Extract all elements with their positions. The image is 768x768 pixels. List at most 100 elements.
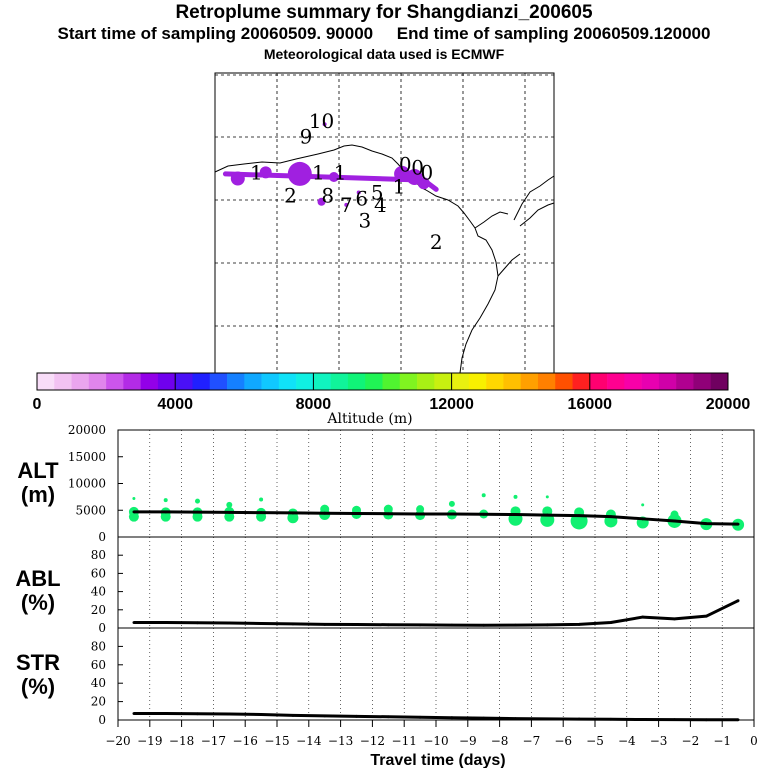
time-series-panels: 05000100001500020000ALT(m)020406080ABL(%… <box>15 423 755 727</box>
str-series-point <box>227 712 231 716</box>
abl-series-point <box>704 614 708 618</box>
colorbar-cell <box>658 373 677 390</box>
alt-label: ALT <box>17 458 59 483</box>
abl-ytick-label: 40 <box>91 585 106 599</box>
abl-ytick-label: 20 <box>91 603 106 617</box>
x-tick-label: −15 <box>264 734 289 748</box>
str-ytick-label: 40 <box>91 676 106 690</box>
abl-frame <box>117 536 755 629</box>
str-series-point <box>355 714 358 718</box>
colorbar-cell <box>676 373 694 390</box>
colorbar-cell <box>451 373 470 390</box>
abl-series-point <box>386 623 390 627</box>
alt-ytick-label: 15000 <box>68 450 106 464</box>
abl-series-point <box>291 622 295 626</box>
str-unit: (%) <box>21 674 55 699</box>
x-tick-label: −4 <box>618 734 636 748</box>
alt-series-point <box>291 511 295 515</box>
alt-series-point <box>132 510 136 514</box>
alt-series-point <box>355 512 358 515</box>
str-series-point <box>291 714 295 717</box>
abl-series-point <box>450 623 454 627</box>
x-axis: −20 −19 −18 −17 −16 −15 −14 −13 −12 −11 −10 −9 −8 −7−… <box>105 720 758 748</box>
str-series-point <box>418 715 422 719</box>
alt-cluster-point <box>287 512 299 524</box>
alt-cluster-point <box>128 511 139 522</box>
colorbar-cell <box>486 373 504 390</box>
colorbar-tick-label: 0 <box>33 396 42 413</box>
colorbar-frame <box>36 372 729 391</box>
colorbar-tick-label: 20000 <box>706 396 751 413</box>
colorbar-cell <box>624 373 642 390</box>
colorbar-cell <box>88 373 107 390</box>
abl-series-point <box>736 599 740 603</box>
plume-marker <box>287 161 312 186</box>
plume-marker <box>394 165 411 182</box>
alt-cluster-point <box>163 498 168 503</box>
str-series-point <box>736 718 740 722</box>
plume-marker <box>230 171 245 186</box>
colorbar-cell <box>296 373 314 390</box>
x-tick-label: −7 <box>523 734 541 748</box>
map-day-label: 0 <box>411 156 424 180</box>
str-series-point <box>259 713 263 716</box>
alt-series-point <box>386 512 390 516</box>
map-day-label: 0 <box>421 160 434 184</box>
alt-cluster-point <box>448 500 455 507</box>
abl-series-point <box>323 622 327 626</box>
x-tick-label: −2 <box>682 734 700 748</box>
met-data-text: Meteorological data used is ECMWF <box>263 46 505 62</box>
plume-marker <box>417 177 430 190</box>
map-day-label: 0 <box>399 153 412 177</box>
abl-series-point <box>227 621 231 625</box>
str-ytick-label: 0 <box>98 713 106 727</box>
plume-track <box>222 122 439 207</box>
colorbar-cell <box>399 373 418 390</box>
map-day-label: 1 <box>393 174 406 198</box>
x-tick-label: −10 <box>423 734 448 748</box>
alt-cluster-point <box>192 511 203 522</box>
colorbar-cell <box>641 373 660 390</box>
colorbar-cell <box>607 373 625 390</box>
abl-series-line <box>133 599 739 627</box>
map-day-label: 1 <box>250 160 263 184</box>
str-series-point <box>196 712 199 716</box>
end-time-text: End time of sampling 20060509.120000 <box>396 24 711 43</box>
colorbar-cell <box>37 373 55 390</box>
colorbar-cell <box>330 373 349 390</box>
colorbar-cell <box>140 373 159 390</box>
colorbar-tick-label: 8000 <box>296 396 332 413</box>
abl-series-point <box>418 623 422 627</box>
alt-series-line <box>133 510 739 526</box>
colorbar-cell <box>313 373 331 390</box>
x-tick-label: 0 <box>750 734 758 748</box>
alt-cluster-point <box>320 504 330 514</box>
x-tick-label: −20 <box>105 734 130 748</box>
alt-series-point <box>164 510 168 514</box>
colorbar-cell <box>537 373 556 390</box>
plume-marker <box>344 202 349 207</box>
alt-series-point <box>736 522 740 526</box>
x-tick-label: −5 <box>586 734 604 748</box>
str-series-point <box>673 718 676 722</box>
alt-cluster-point <box>224 511 235 522</box>
alt-series-point <box>514 513 517 516</box>
alt-series-point <box>704 522 708 526</box>
colorbar-tick-label: 16000 <box>568 396 613 413</box>
plume-marker <box>356 190 361 195</box>
alt-series-point <box>450 512 454 516</box>
abl-unit: (%) <box>21 590 55 615</box>
abl-series-point <box>196 621 199 625</box>
abl-series-point <box>132 621 136 624</box>
x-tick-label: −8 <box>491 734 509 748</box>
map-day-label: 1 <box>312 160 325 184</box>
alt-series-point <box>577 514 581 517</box>
alt-series-point <box>418 512 422 516</box>
map-day-label: 2 <box>430 230 443 254</box>
colorbar-cell <box>209 373 228 390</box>
str-label: STR <box>16 650 60 675</box>
x-tick-label: −1 <box>713 734 731 748</box>
alt-cluster-point <box>195 498 200 504</box>
